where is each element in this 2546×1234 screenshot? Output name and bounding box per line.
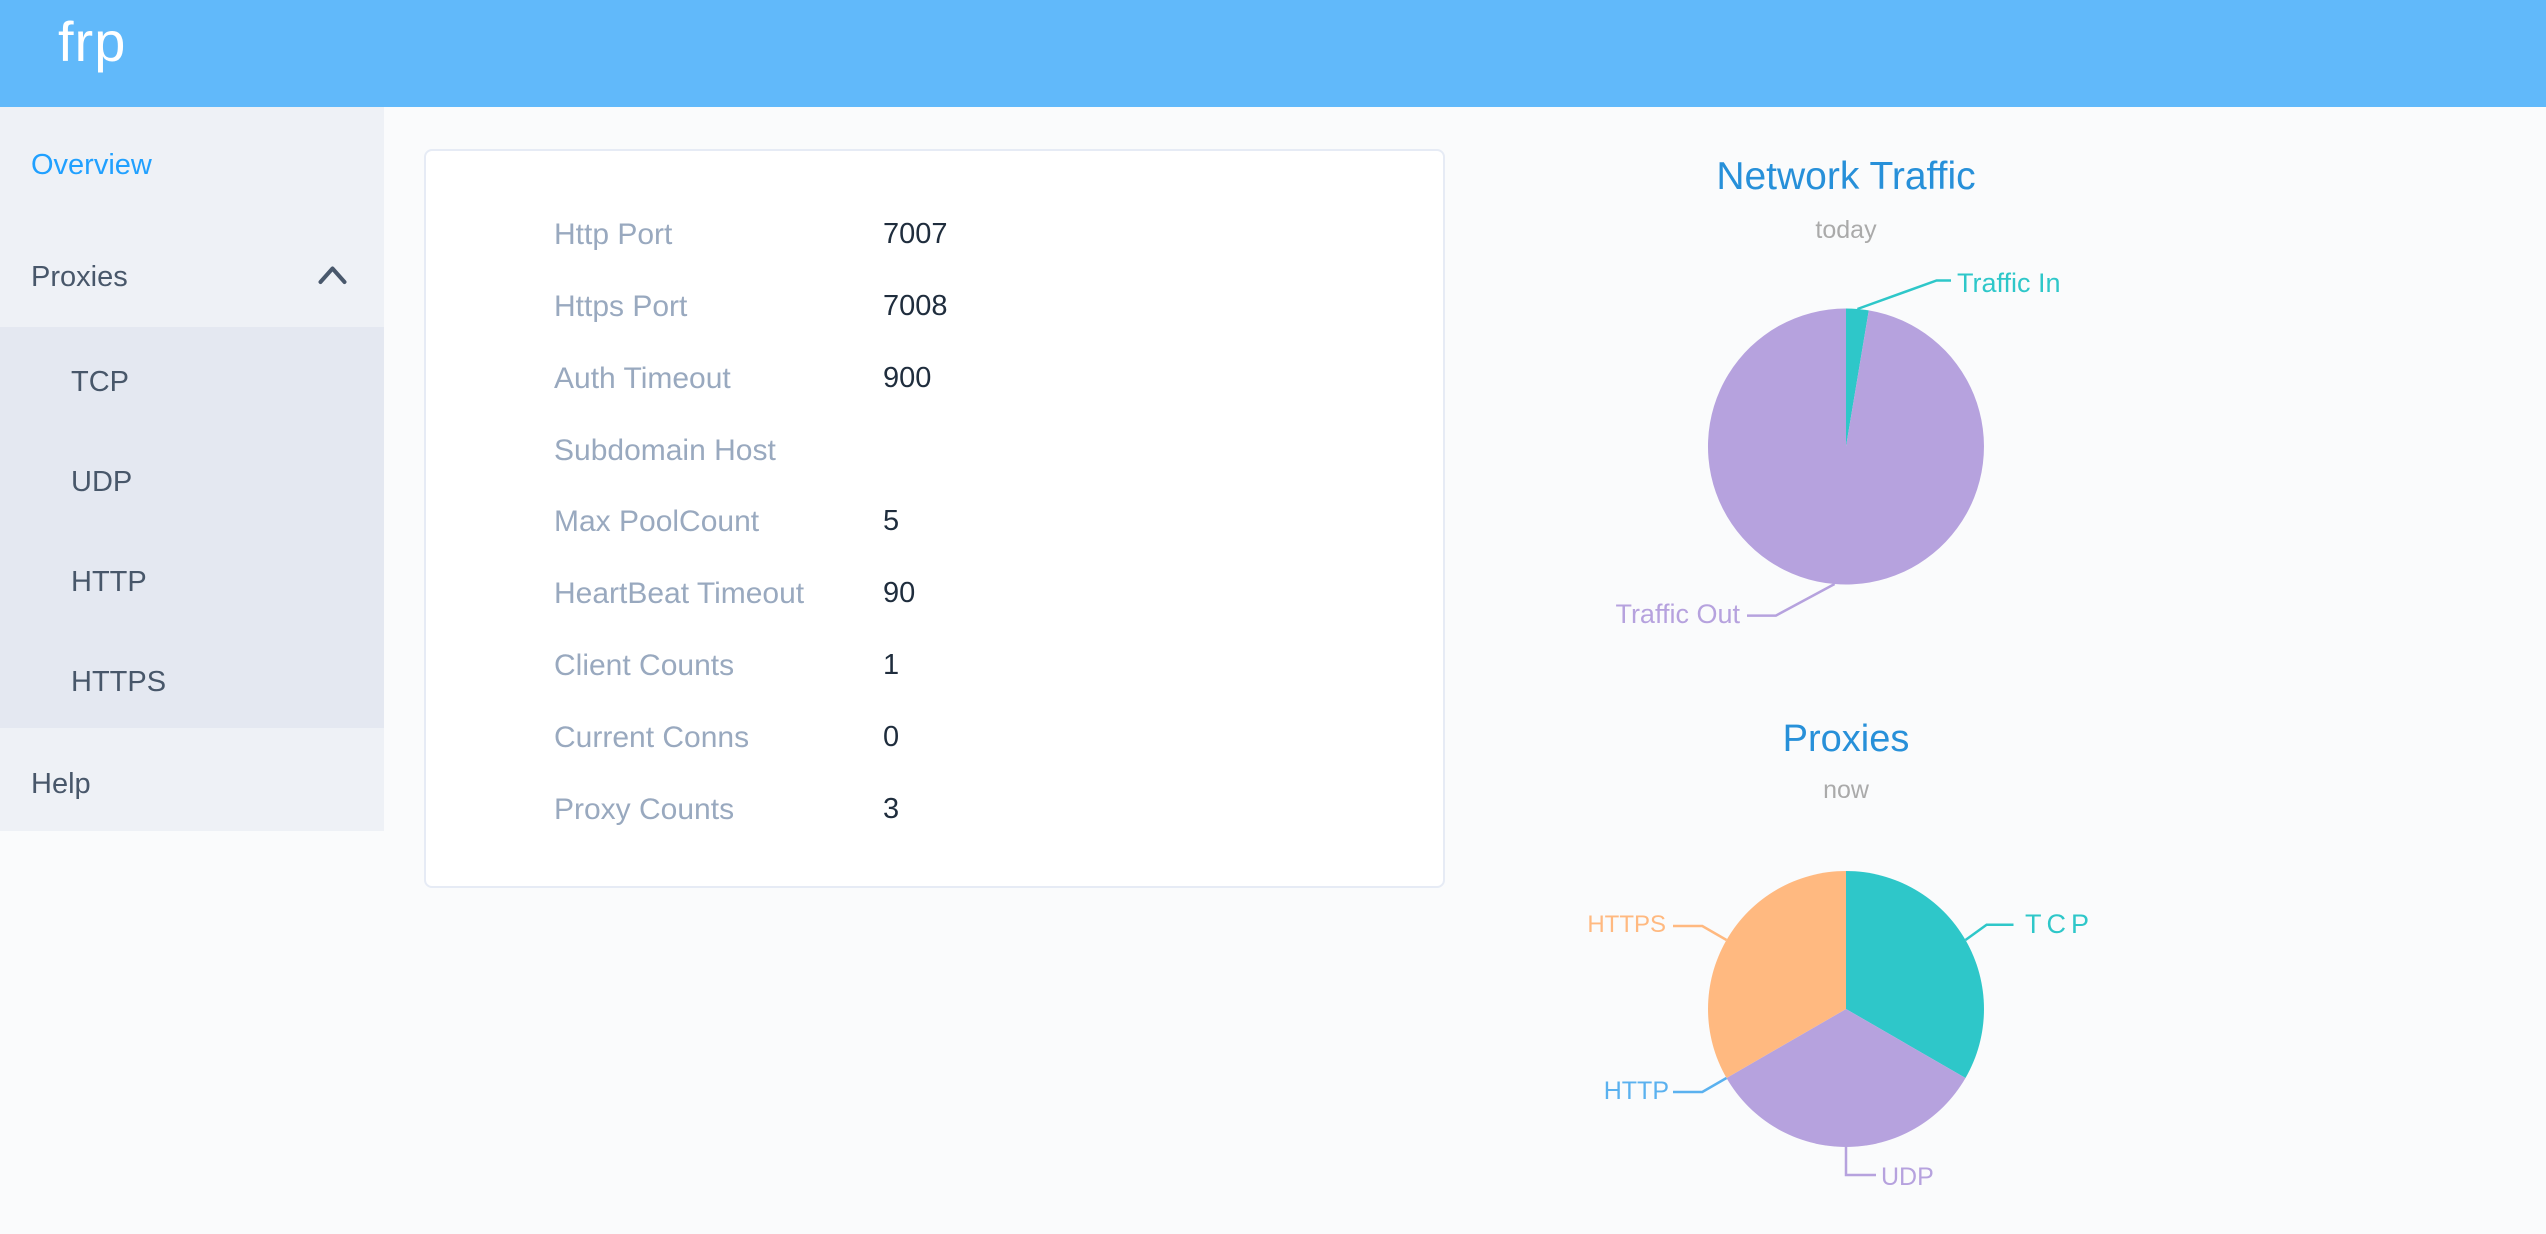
svg-text:Network Traffic: Network Traffic [1716,155,1975,198]
svg-text:HTTP: HTTP [1604,1077,1669,1105]
svg-text:TCP: TCP [2025,909,2094,939]
svg-text:today: today [1815,216,1877,244]
svg-text:Proxies: Proxies [1783,718,1910,760]
svg-text:Traffic Out: Traffic Out [1615,599,1740,629]
svg-text:now: now [1823,776,1870,804]
svg-text:HTTPS: HTTPS [1587,911,1666,938]
svg-text:UDP: UDP [1881,1163,1934,1191]
svg-text:Traffic In: Traffic In [1957,268,2061,298]
